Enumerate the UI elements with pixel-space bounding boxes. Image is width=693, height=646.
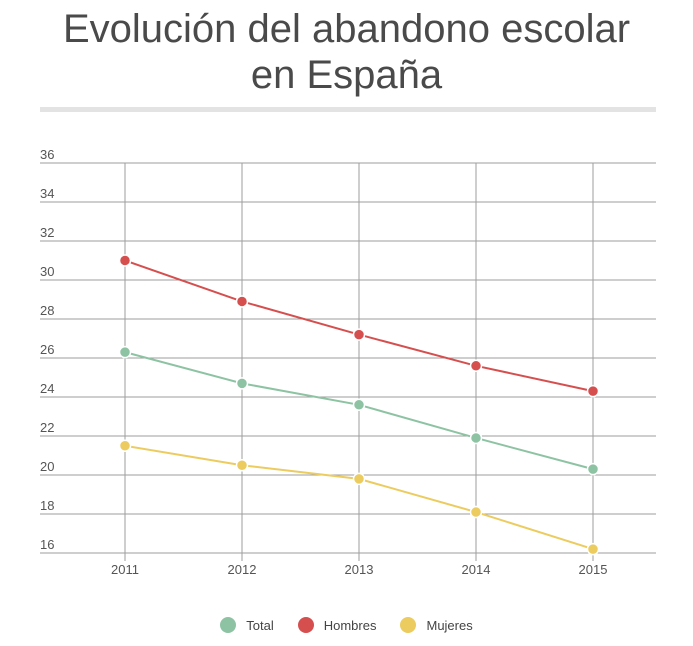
data-point-total-2011 [118,345,132,359]
legend-item-hombres[interactable]: Hombres [297,617,377,633]
y-tick-label-30: 30 [40,264,54,279]
chart-title-line-2: en España [250,53,443,97]
y-tick-label-34: 34 [40,186,54,201]
y-tick-label-26: 26 [40,342,54,357]
chart-title: Evolución del abandono escolar en España [0,6,693,98]
legend: Total Hombres Mujeres [0,617,693,633]
legend-item-total[interactable]: Total [220,617,274,633]
legend-swatch-hombres [297,617,314,633]
x-tick-label-2012: 2012 [228,562,257,577]
y-tick-label-28: 28 [40,303,54,318]
data-point-total-2014 [469,431,483,445]
x-tick-label-2014: 2014 [462,562,491,577]
data-point-total-2012 [235,377,249,390]
title-divider [40,107,656,112]
y-tick-label-16: 16 [40,537,54,552]
data-point-hombres-2014 [469,359,483,373]
legend-swatch-mujeres [400,617,417,633]
data-point-hombres-2011 [118,254,132,267]
y-tick-label-36: 36 [40,147,54,162]
data-point-total-2015 [586,462,600,476]
data-point-hombres-2013 [352,328,366,341]
data-point-mujeres-2014 [469,505,483,519]
x-tick-label-2015: 2015 [579,562,608,577]
legend-item-mujeres[interactable]: Mujeres [400,617,473,633]
y-tick-label-20: 20 [40,459,54,474]
y-tick-label-24: 24 [40,381,54,396]
x-tick-label-2013: 2013 [345,562,374,577]
y-tick-label-32: 32 [40,225,54,240]
data-point-total-2013 [352,398,366,412]
legend-swatch-total [220,617,237,633]
legend-label-total: Total [246,617,274,633]
y-tick-label-18: 18 [40,498,54,513]
data-point-hombres-2015 [586,384,600,398]
x-tick-label-2011: 2011 [111,562,139,577]
data-point-mujeres-2011 [118,439,132,452]
data-point-mujeres-2015 [586,542,600,556]
data-point-mujeres-2012 [235,459,249,472]
legend-label-mujeres: Mujeres [426,617,473,633]
chart-title-line-1: Evolución del abandono escolar [62,7,631,51]
data-point-hombres-2012 [235,295,249,308]
y-tick-label-22: 22 [40,420,54,435]
data-point-mujeres-2013 [352,472,366,486]
legend-label-hombres: Hombres [323,617,377,633]
